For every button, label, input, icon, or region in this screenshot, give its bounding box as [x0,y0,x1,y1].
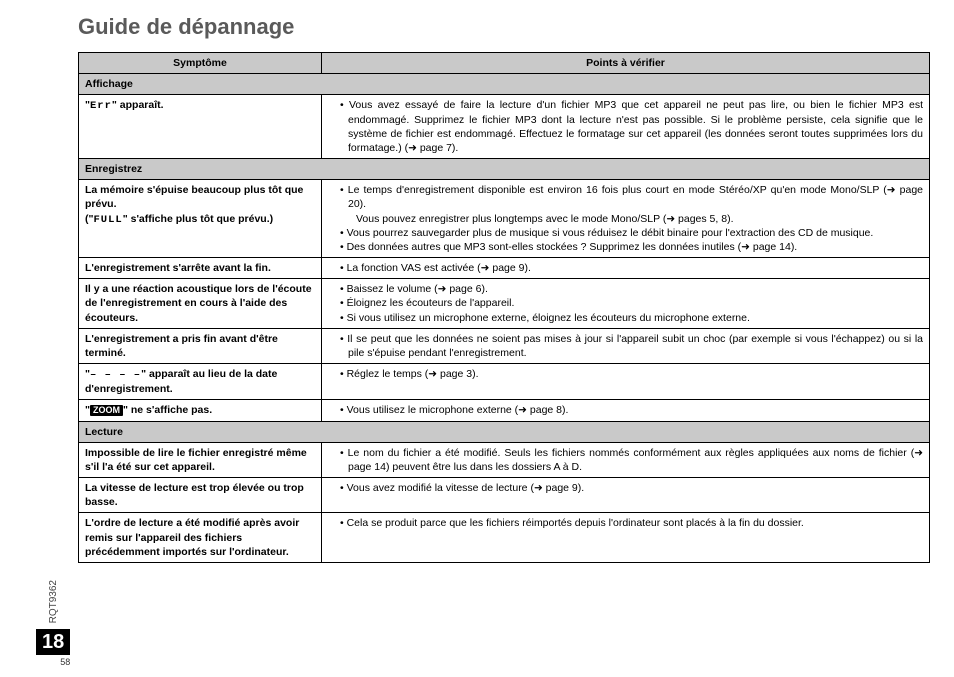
sym-text: Il y a une réaction acoustique lors de l… [79,279,322,329]
sym-text: L'enregistrement a pris fin avant d'être… [79,328,322,363]
page-number-small: 58 [36,657,70,667]
table-row: L'enregistrement a pris fin avant d'être… [79,328,930,363]
doc-code: RQT9362 [48,580,59,623]
err-segment: Err [90,100,112,112]
section-lecture: Lecture [79,421,930,442]
header-check: Points à vérifier [322,53,930,74]
point-text: Éloignez les écouteurs de l'appareil. [340,296,923,310]
table-row: L'enregistrement s'arrête avant la fin. … [79,258,930,279]
point-text: Le nom du fichier a été modifié. Seuls l… [340,446,923,474]
sym-text: " apparaît. [112,99,164,111]
sym-text: " s'affiche plus tôt que prévu.) [123,213,273,225]
table-row: "– – – –" apparaît au lieu de la date d'… [79,364,930,400]
table-row: "Err" apparaît. Vous avez essayé de fair… [79,95,930,159]
page-number-large: 18 [36,629,70,655]
point-text: Baissez le volume (➜ page 6). [340,282,923,296]
section-affichage: Affichage [79,74,930,95]
point-text: Vous avez modifié la vitesse de lecture … [340,481,923,495]
point-text: Le temps d'enregistrement disponible est… [340,183,923,226]
sym-text: La mémoire s'épuise beaucoup plus tôt qu… [85,183,315,211]
table-row: Il y a une réaction acoustique lors de l… [79,279,930,329]
table-row: "ZOOM" ne s'affiche pas. Vous utilisez l… [79,400,930,421]
full-segment: FULL [93,214,122,226]
section-enregistrez: Enregistrez [79,159,930,180]
page-title: Guide de dépannage [78,14,930,40]
point-text: Vous utilisez le microphone externe (➜ p… [340,403,923,417]
table-row: L'ordre de lecture a été modifié après a… [79,513,930,563]
point-text: Cela se produit parce que les fichiers r… [340,516,923,530]
sym-text: La vitesse de lecture est trop élevée ou… [79,478,322,513]
table-row: La vitesse de lecture est trop élevée ou… [79,478,930,513]
troubleshooting-table: Symptôme Points à vérifier Affichage "Er… [78,52,930,563]
table-row: La mémoire s'épuise beaucoup plus tôt qu… [79,180,930,258]
dashes-segment: – – – – [90,369,141,381]
point-text: Des données autres que MP3 sont-elles st… [340,240,923,254]
sym-text: " ne s'affiche pas. [123,404,212,416]
point-text: Vous pourrez sauvegarder plus de musique… [340,226,923,240]
sym-text: L'ordre de lecture a été modifié après a… [79,513,322,563]
point-text: Vous avez essayé de faire la lecture d'u… [340,98,923,155]
point-text: La fonction VAS est activée (➜ page 9). [340,261,923,275]
table-row: Impossible de lire le fichier enregistré… [79,442,930,477]
point-text: Il se peut que les données ne soient pas… [340,332,923,360]
sym-text: Impossible de lire le fichier enregistré… [79,442,322,477]
page-sidebar: RQT9362 18 58 [36,580,70,667]
sym-text: L'enregistrement s'arrête avant la fin. [79,258,322,279]
point-text: Si vous utilisez un microphone externe, … [340,311,923,325]
header-symptom: Symptôme [79,53,322,74]
zoom-badge-icon: ZOOM [90,405,123,416]
point-text: Réglez le temps (➜ page 3). [340,367,923,381]
